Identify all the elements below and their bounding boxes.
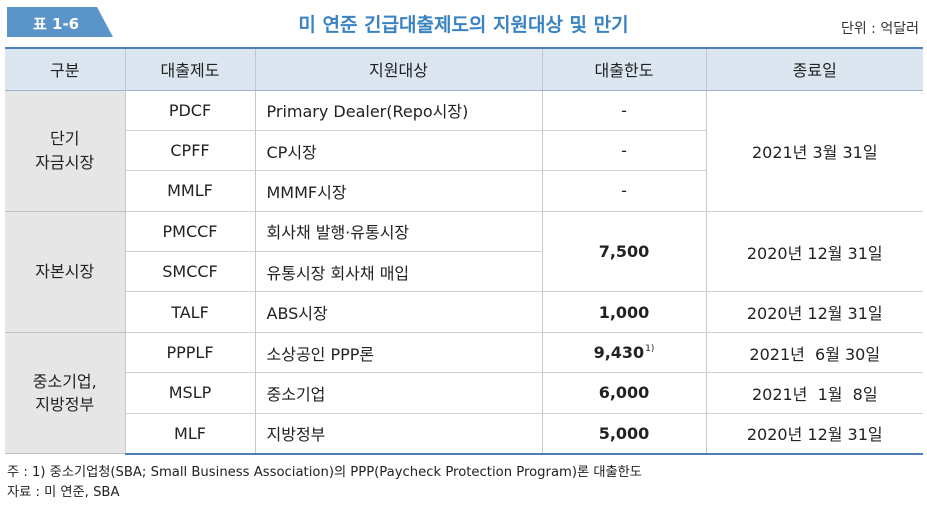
table-number-tag: 표 1-6 [7,7,113,37]
target-cell: 중소기업 [254,372,542,414]
program-cell: MSLP [124,372,255,414]
tag-shape [7,7,113,37]
end-date-cell: 2021년 1월 8일 [705,372,923,414]
target-cell: 회사채 발행·유통시장 [254,211,542,253]
end-date-cell: 2020년 12월 31일 [705,211,923,293]
limit-cell: - [541,130,706,172]
target-cell: MMMF시장 [254,170,542,212]
col-header-category: 구분 [5,47,125,91]
program-cell: PDCF [124,90,255,131]
program-cell: SMCCF [124,251,255,293]
table-row: CPFF CP시장 - [5,130,923,172]
table-row: 중소기업, 지방정부 PPPLF 소상공인 PPP론 9,4301) 2021년… [5,332,923,455]
group-label-line1: 중소기업, [32,371,97,391]
table-row: MSLP 중소기업 6,000 2021년 1월 8일 [5,372,923,414]
program-cell: PMCCF [124,211,255,253]
target-cell: 유통시장 회사채 매입 [254,251,542,293]
table-header-row: 구분 대출제도 지원대상 대출한도 종료일 [5,47,923,91]
group-cell-capital-market: 자본시장 [5,211,125,333]
limit-value: 9,430 [593,343,645,363]
group-label-line1: 단기 [50,129,80,149]
limit-cell: 1,000 [541,291,706,333]
col-header-target: 지원대상 [254,47,542,91]
table-row: 단기 자금시장 PDCF Primary Dealer(Repo시장) - 20… [5,90,923,212]
col-header-program: 대출제도 [124,47,255,91]
end-date-cell: 2020년 12월 31일 [705,413,923,455]
col-header-limit: 대출한도 [541,47,706,91]
program-cell: MLF [124,413,255,455]
group-label-line2: 자금시장 [35,152,95,172]
limit-cell: - [541,170,706,212]
data-table: 구분 대출제도 지원대상 대출한도 종료일 단기 자금시장 PDCF Prima… [5,47,923,455]
target-cell: CP시장 [254,130,542,172]
end-date-cell: 2020년 12월 31일 [705,291,923,333]
table-row: MMLF MMMF시장 - [5,170,923,212]
target-cell: Primary Dealer(Repo시장) [254,90,542,131]
table-header: 표 1-6 미 연준 긴급대출제도의 지원대상 및 만기 단위 : 억달러 [0,0,927,44]
footnote-marker: 1) [645,344,655,355]
source-note: 자료 : 미 연준, SBA [7,485,120,500]
end-date-cell: 2021년 6월 30일 [705,332,923,374]
target-cell: 지방정부 [254,413,542,455]
group-label-line2: 지방정부 [35,394,95,414]
table-row: SMCCF 유통시장 회사채 매입 [5,251,923,293]
col-header-end-date: 종료일 [705,47,923,91]
program-cell: CPFF [124,130,255,172]
limit-cell: 6,000 [541,372,706,414]
program-cell: TALF [124,291,255,333]
footnote: 주 : 1) 중소기업청(SBA; Small Business Associa… [7,465,642,480]
target-cell: ABS시장 [254,291,542,333]
group-cell-short-term: 단기 자금시장 [5,90,125,212]
table-row: TALF ABS시장 1,000 2020년 12월 31일 [5,291,923,333]
program-cell: PPPLF [124,332,255,374]
table-row: MLF 지방정부 5,000 2020년 12월 31일 [5,413,923,455]
limit-cell: 9,4301) [541,332,706,374]
group-cell-sme-local-gov: 중소기업, 지방정부 [5,332,125,455]
end-date-cell: 2021년 3월 31일 [705,90,923,212]
limit-cell: 7,500 [541,211,706,293]
limit-cell: 5,000 [541,413,706,455]
table-notes: 주 : 1) 중소기업청(SBA; Small Business Associa… [7,463,642,503]
table-number: 표 1-6 [33,15,80,33]
limit-cell: - [541,90,706,131]
unit-label: 단위 : 억달러 [840,21,919,37]
target-cell: 소상공인 PPP론 [254,332,542,374]
table-title: 미 연준 긴급대출제도의 지원대상 및 만기 [298,14,629,36]
program-cell: MMLF [124,170,255,212]
table-row: 자본시장 PMCCF 회사채 발행·유통시장 7,500 2020년 12월 3… [5,211,923,333]
